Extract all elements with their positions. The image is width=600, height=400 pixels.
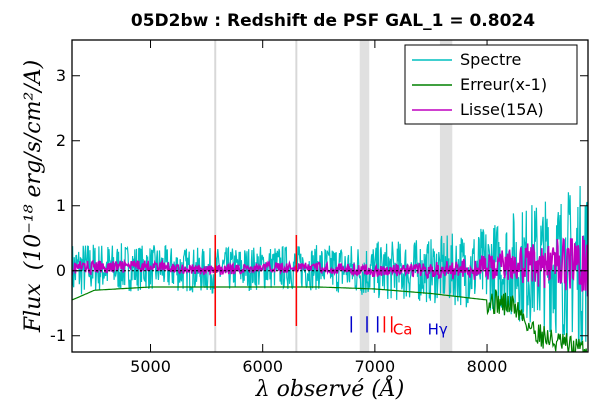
series-lisse	[72, 235, 588, 297]
x-tick-label-8000: 8000	[467, 357, 508, 376]
x-axis: 5000 6000 7000 8000	[130, 40, 507, 376]
y-tick-label-2: 2	[56, 131, 66, 150]
y-axis: -1 0 1 2 3	[50, 66, 588, 345]
series-spectre	[72, 185, 588, 345]
line-label-ca: Ca	[393, 320, 413, 338]
legend-label-3: Lisse(15A)	[460, 100, 544, 119]
series-erreur	[72, 286, 588, 352]
x-tick-label-5000: 5000	[130, 357, 171, 376]
y-axis-label: Flux (10⁻¹⁸ erg/s/cm²/A)	[21, 60, 46, 333]
x-axis-label: λ observé (Å)	[255, 374, 405, 400]
legend: Spectre Erreur(x-1) Lisse(15A)	[404, 44, 578, 125]
y-tick-label-0: 0	[56, 261, 66, 280]
y-tick-label--1: -1	[50, 326, 66, 345]
line-label-hgamma: Hγ	[428, 320, 448, 338]
y-axis-label-unit: (10⁻¹⁸ erg/s/cm²/A)	[21, 60, 46, 270]
chart-title: 05D2bw : Redshift de PSF GAL_1 = 0.8024	[131, 11, 535, 31]
svg-text:Flux (10⁻¹⁸ erg/s/cm²/A): Flux (10⁻¹⁸ erg/s/cm²/A)	[21, 60, 46, 333]
absorption-band-1	[359, 40, 370, 352]
legend-label-1: Spectre	[460, 50, 521, 69]
x-tick-label-6000: 6000	[242, 357, 283, 376]
x-tick-label-7000: 7000	[355, 357, 396, 376]
y-axis-label-main: Flux	[21, 283, 46, 333]
y-tick-label-1: 1	[56, 196, 66, 215]
y-tick-label-3: 3	[56, 66, 66, 85]
plot-frame	[71, 39, 589, 353]
legend-label-2: Erreur(x-1)	[460, 75, 547, 94]
